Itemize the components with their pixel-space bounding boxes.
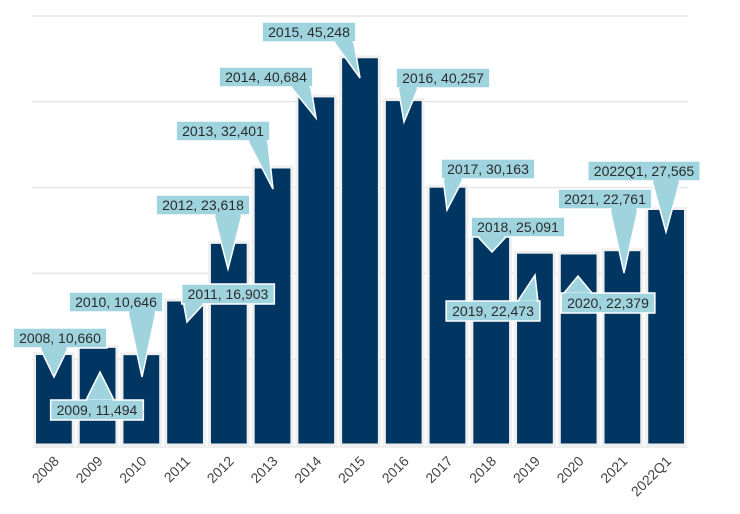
data-label-2019: 2019, 22,473 [445, 272, 541, 322]
x-tick-label: 2010 [116, 453, 149, 486]
data-label-text: 2013, 32,401 [182, 123, 264, 139]
callout-box [587, 160, 701, 182]
data-label-text: 2018, 25,091 [477, 219, 559, 235]
callout-box [180, 283, 276, 305]
data-label-callouts: 2008, 10,660 2009, 11,494 2010, 10,646 2011… [12, 21, 701, 421]
x-tick-label: 2017 [422, 453, 455, 486]
callout-box [557, 188, 653, 210]
data-label-text: 2012, 23,618 [162, 197, 244, 213]
callout-box [68, 291, 164, 313]
data-label-text: 2008, 10,660 [19, 330, 101, 346]
data-label-2022Q1: 2022Q1, 27,565 [587, 160, 701, 235]
bar-2013[interactable] [251, 165, 294, 447]
x-tick-label: 2019 [510, 453, 543, 486]
callout-box [560, 292, 656, 314]
callout-box [155, 194, 251, 216]
x-axis-tick-labels: 2008 2009 2010 2011 2012 2013 2014 2015 2016 2017… [29, 453, 675, 500]
x-tick-label: 2013 [247, 453, 280, 486]
callout-joint [479, 235, 505, 238]
data-label-text: 2009, 11,494 [57, 402, 138, 418]
callout-joint [129, 310, 155, 313]
data-label-text: 2022Q1, 27,565 [594, 163, 695, 179]
data-label-2010: 2010, 10,646 [68, 291, 164, 378]
callout-joint [611, 207, 637, 210]
data-label-text: 2010, 10,646 [75, 294, 157, 310]
callout-box [445, 300, 541, 322]
data-label-text: 2011, 16,903 [188, 286, 269, 302]
callout-joint [399, 86, 417, 89]
callout-box [175, 120, 271, 142]
bar-2016[interactable] [382, 98, 425, 447]
callout-joint [292, 85, 310, 88]
bar-2012[interactable] [207, 240, 250, 447]
data-label-2016: 2016, 40,257 [395, 67, 491, 125]
data-label-2017: 2017, 30,163 [440, 158, 536, 213]
data-label-text: 2019, 22,473 [452, 303, 534, 319]
callout-joint [565, 292, 591, 296]
data-label-text: 2016, 40,257 [402, 70, 484, 86]
bar-2014[interactable] [295, 94, 338, 447]
data-label-text: 2021, 22,761 [564, 191, 646, 207]
data-label-2011: 2011, 16,903 [180, 283, 276, 324]
x-tick-label: 2009 [72, 453, 105, 486]
bar-2015[interactable] [339, 55, 381, 447]
callout-joint [87, 399, 113, 403]
x-tick-label: 2011 [161, 453, 194, 486]
data-label-2012: 2012, 23,618 [155, 194, 251, 272]
data-label-2018: 2018, 25,091 [470, 216, 566, 254]
x-tick-label: 2020 [553, 453, 586, 486]
x-tick-label: 2012 [204, 453, 237, 486]
callout-joint [653, 179, 679, 182]
data-label-2009: 2009, 11,494 [49, 370, 145, 421]
callout-box [440, 158, 536, 180]
callout-joint [444, 177, 462, 180]
data-label-text: 2015, 45,248 [268, 24, 350, 40]
x-tick-label: 2016 [379, 453, 412, 486]
callout-joint [41, 346, 67, 349]
x-tick-label: 2014 [291, 453, 324, 486]
callout-joint [185, 302, 203, 305]
callout-joint [215, 213, 241, 216]
callout-box [218, 66, 314, 88]
data-label-2014: 2014, 40,684 [218, 66, 318, 121]
data-label-2013: 2013, 32,401 [175, 120, 274, 190]
callout-box [470, 216, 566, 238]
callout-joint [335, 40, 353, 43]
data-label-2008: 2008, 10,660 [12, 327, 108, 379]
bar-2018[interactable] [470, 228, 513, 447]
data-label-text: 2017, 30,163 [447, 161, 529, 177]
bar-2011[interactable] [164, 298, 206, 447]
x-tick-label: 2022Q1 [628, 453, 675, 500]
data-label-2021: 2021, 22,761 [557, 188, 653, 274]
x-tick-label: 2015 [335, 453, 368, 486]
callout-joint [249, 139, 267, 142]
bar-2022Q1[interactable] [645, 206, 687, 447]
callout-box [261, 21, 357, 43]
bar-2021[interactable] [601, 248, 644, 447]
x-tick-label: 2021 [597, 453, 630, 486]
bars [33, 55, 687, 447]
data-label-2015: 2015, 45,248 [261, 21, 361, 79]
x-tick-label: 2018 [466, 453, 499, 486]
data-label-text: 2014, 40,684 [225, 69, 307, 85]
callout-joint [519, 300, 537, 304]
data-label-text: 2020, 22,379 [567, 295, 649, 311]
callout-box [395, 67, 491, 89]
data-label-2020: 2020, 22,379 [560, 274, 656, 314]
x-tick-label: 2008 [29, 453, 62, 486]
